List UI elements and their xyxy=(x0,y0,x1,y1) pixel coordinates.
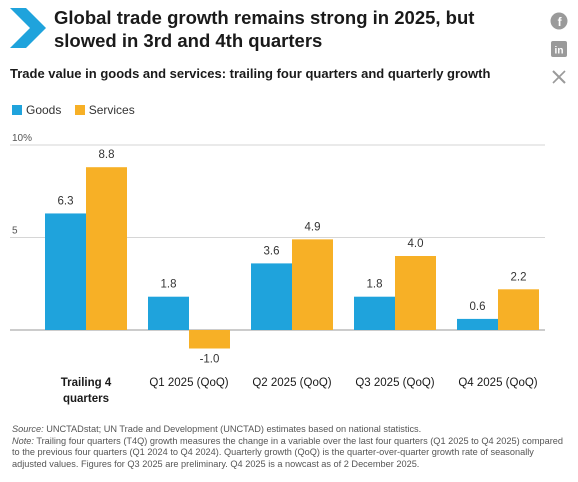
bar-services xyxy=(86,167,127,330)
legend-label-services: Services xyxy=(88,103,135,117)
page-title: Global trade growth remains strong in 20… xyxy=(54,7,475,51)
data-label: 4.9 xyxy=(305,221,321,233)
legend-item-goods: Goods xyxy=(12,103,61,117)
y-tick-label: 10% xyxy=(12,133,32,144)
bar-goods xyxy=(45,213,86,330)
bar-services xyxy=(498,289,539,330)
legend-item-services: Services xyxy=(74,103,135,117)
facebook-icon[interactable]: f xyxy=(550,12,568,30)
x-icon[interactable] xyxy=(550,68,568,86)
bar-services xyxy=(189,330,230,349)
category-label: Q2 2025 (QoQ) xyxy=(252,377,331,389)
bar-goods xyxy=(457,318,498,330)
legend-swatch-services xyxy=(74,105,85,115)
data-label: 1.8 xyxy=(161,279,177,291)
note-text: Trailing four quarters (T4Q) growth meas… xyxy=(12,435,564,469)
chevron-logo-icon xyxy=(10,8,46,48)
svg-text:f: f xyxy=(558,15,563,29)
category-label: Q4 2025 (QoQ) xyxy=(458,377,537,389)
legend-label-goods: Goods xyxy=(26,103,62,117)
data-label: -1.0 xyxy=(200,354,220,366)
data-label: 3.6 xyxy=(264,245,280,257)
legend-swatch-goods xyxy=(12,105,22,115)
category-label: Q3 2025 (QoQ) xyxy=(355,377,434,389)
svg-text:in: in xyxy=(555,46,564,57)
social-share: f in xyxy=(550,12,570,96)
data-label: 4.0 xyxy=(408,238,424,250)
source-note: Source: UNCTADstat; UN Trade and Develop… xyxy=(12,424,567,436)
bar-chart: 5 10% 6.3 8.8 Trailing 4 quarters 1.8 -1.0 Q1 20… xyxy=(10,133,545,405)
chart-subtitle: Trade value in goods and services: trail… xyxy=(10,66,491,81)
data-label: 8.8 xyxy=(99,149,115,161)
bar-services xyxy=(292,239,333,330)
bar-services xyxy=(395,256,436,330)
footnote: Source: UNCTADstat; UN Trade and Develop… xyxy=(12,424,567,470)
data-label: 2.2 xyxy=(511,271,527,283)
category-label: Q1 2025 (QoQ) xyxy=(149,377,228,389)
note-lead: Note: xyxy=(12,435,34,446)
bar-goods xyxy=(148,296,189,330)
y-tick-label: 5 xyxy=(12,226,18,237)
linkedin-icon[interactable]: in xyxy=(550,40,568,58)
bar-goods xyxy=(354,296,395,330)
category-label: Trailing 4 quarters xyxy=(61,377,112,405)
data-label: 6.3 xyxy=(58,195,74,207)
chart-legend: Goods Services xyxy=(12,103,145,118)
source-lead: Source: xyxy=(12,424,44,434)
methodology-note: Note: Trailing four quarters (T4Q) growt… xyxy=(12,436,567,471)
data-label: 0.6 xyxy=(470,301,486,313)
bar-goods xyxy=(251,263,292,330)
header: Global trade growth remains strong in 20… xyxy=(0,0,578,84)
source-text: UNCTADstat; UN Trade and Development (UN… xyxy=(43,424,422,434)
data-label: 1.8 xyxy=(367,279,383,291)
